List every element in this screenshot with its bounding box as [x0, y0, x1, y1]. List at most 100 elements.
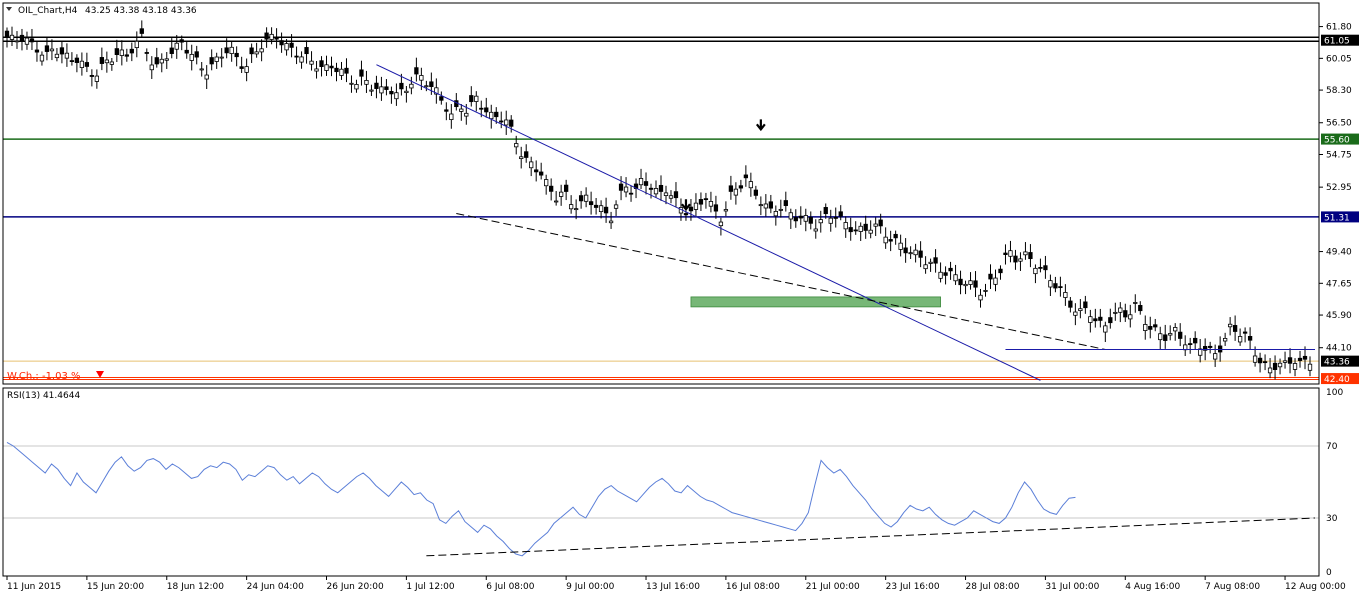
candle-body[interactable] [808, 217, 813, 224]
candle-body[interactable] [933, 257, 938, 264]
candle-body[interactable] [1252, 355, 1258, 363]
candle-body[interactable] [1153, 324, 1158, 328]
candle-body[interactable] [573, 208, 579, 211]
candle-body[interactable] [364, 79, 369, 85]
candle-body[interactable] [339, 68, 344, 76]
candle-body[interactable] [59, 47, 65, 55]
candle-body[interactable] [1222, 337, 1228, 342]
candle-body[interactable] [1193, 337, 1198, 344]
candle-body[interactable] [778, 208, 783, 211]
candle-body[interactable] [499, 120, 504, 123]
price-panel[interactable] [3, 20, 1319, 381]
chart-menu-arrow-icon[interactable] [6, 7, 12, 11]
candle-body[interactable] [898, 242, 903, 250]
candle-body[interactable] [588, 201, 594, 206]
candle-body[interactable] [1008, 250, 1013, 257]
candle-body[interactable] [344, 67, 349, 74]
candle-body[interactable] [169, 47, 174, 54]
candle-body[interactable] [369, 89, 374, 92]
candle-body[interactable] [64, 52, 70, 59]
candle-body[interactable] [214, 56, 219, 62]
candle-body[interactable] [883, 236, 888, 244]
candle-body[interactable] [74, 57, 80, 63]
candle-body[interactable] [908, 252, 913, 255]
candle-body[interactable] [1297, 357, 1303, 361]
candle-body[interactable] [124, 54, 129, 57]
candle-body[interactable] [723, 209, 729, 212]
candle-body[interactable] [1262, 361, 1268, 364]
candle-body[interactable] [953, 274, 958, 282]
candle-body[interactable] [663, 192, 669, 196]
candle-body[interactable] [44, 45, 50, 52]
candle-body[interactable] [274, 37, 279, 40]
candle-body[interactable] [833, 217, 838, 219]
candle-body[interactable] [1272, 362, 1278, 370]
candle-body[interactable] [1188, 343, 1193, 345]
candle-body[interactable] [763, 203, 768, 209]
candle-body[interactable] [1302, 355, 1308, 360]
candle-body[interactable] [873, 223, 878, 227]
candle-body[interactable] [743, 174, 749, 179]
candle-body[interactable] [1237, 336, 1243, 343]
candle-body[interactable] [474, 95, 479, 102]
candle-body[interactable] [84, 62, 90, 67]
candle-body[interactable] [1078, 308, 1083, 312]
candle-body[interactable] [159, 58, 164, 64]
candle-body[interactable] [549, 185, 554, 192]
candle-body[interactable] [1113, 311, 1118, 314]
candle-body[interactable] [1173, 327, 1178, 332]
candle-body[interactable] [1043, 265, 1048, 271]
candle-body[interactable] [419, 75, 424, 81]
candle-body[interactable] [109, 61, 114, 65]
candle-body[interactable] [928, 261, 933, 264]
candle-body[interactable] [469, 95, 474, 103]
candle-body[interactable] [638, 178, 644, 186]
candle-body[interactable] [858, 225, 863, 232]
candle-body[interactable] [718, 221, 724, 227]
candle-body[interactable] [164, 58, 169, 61]
candle-body[interactable] [4, 30, 10, 38]
candle-body[interactable] [1033, 267, 1038, 275]
candle-body[interactable] [703, 198, 709, 201]
demand-zone[interactable] [690, 296, 941, 308]
candle-body[interactable] [968, 280, 973, 285]
candle-body[interactable] [1023, 251, 1028, 256]
candle-body[interactable] [888, 239, 893, 242]
candle-body[interactable] [29, 38, 35, 43]
candle-body[interactable] [603, 206, 609, 214]
candle-body[interactable] [1013, 255, 1018, 263]
candle-body[interactable] [404, 90, 409, 94]
candle-body[interactable] [993, 277, 998, 285]
candle-body[interactable] [529, 161, 534, 169]
candle-body[interactable] [713, 204, 719, 212]
candle-body[interactable] [828, 217, 833, 224]
candle-body[interactable] [329, 65, 334, 69]
candle-body[interactable] [1213, 353, 1218, 360]
candle-body[interactable] [34, 49, 40, 53]
candle-body[interactable] [559, 191, 564, 197]
candle-body[interactable] [1058, 286, 1063, 289]
candle-body[interactable] [893, 233, 898, 239]
candle-body[interactable] [374, 82, 379, 89]
candle-body[interactable] [1208, 345, 1213, 348]
candle-body[interactable] [598, 205, 604, 213]
candle-body[interactable] [868, 229, 873, 234]
candle-body[interactable] [219, 56, 224, 59]
candle-body[interactable] [773, 211, 778, 217]
candle-body[interactable] [938, 271, 943, 279]
candle-body[interactable] [838, 211, 843, 217]
candle-body[interactable] [963, 283, 968, 287]
candle-body[interactable] [708, 201, 714, 207]
candle-body[interactable] [139, 28, 144, 34]
candle-body[interactable] [209, 57, 214, 65]
rsi-panel[interactable] [3, 441, 1319, 557]
candle-body[interactable] [414, 67, 419, 75]
candle-body[interactable] [394, 92, 399, 100]
candle-body[interactable] [154, 57, 159, 65]
candle-body[interactable] [1038, 266, 1043, 269]
candle-body[interactable] [1103, 325, 1108, 333]
candle-body[interactable] [224, 47, 229, 54]
candle-body[interactable] [813, 228, 818, 232]
candle-body[interactable] [349, 82, 354, 85]
candle-body[interactable] [199, 68, 204, 71]
